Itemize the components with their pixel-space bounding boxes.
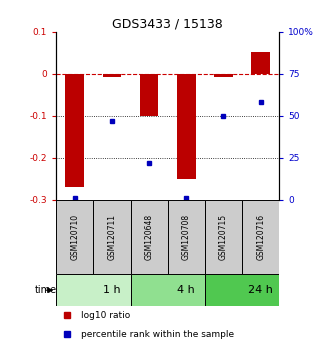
Bar (131, 274, 205, 306)
Bar (205, 200, 242, 274)
Bar (56, 274, 131, 306)
Bar (103, 74, 121, 77)
Text: GSM120710: GSM120710 (70, 214, 79, 260)
Bar (93, 200, 131, 274)
Bar (65, 74, 84, 187)
Text: GSM120715: GSM120715 (219, 214, 228, 260)
Text: log10 ratio: log10 ratio (81, 311, 130, 320)
Bar (214, 74, 233, 77)
Text: 24 h: 24 h (248, 285, 273, 295)
Text: percentile rank within the sample: percentile rank within the sample (81, 330, 234, 338)
Title: GDS3433 / 15138: GDS3433 / 15138 (112, 18, 223, 31)
Text: GSM120648: GSM120648 (145, 214, 154, 260)
Bar (205, 274, 279, 306)
Text: 4 h: 4 h (178, 285, 195, 295)
Text: 1 h: 1 h (103, 285, 121, 295)
Bar (56, 200, 93, 274)
Text: GSM120708: GSM120708 (182, 214, 191, 260)
Bar (131, 200, 168, 274)
Text: GSM120711: GSM120711 (108, 214, 117, 260)
Text: GSM120716: GSM120716 (256, 214, 265, 260)
Bar (251, 52, 270, 74)
Bar (177, 74, 195, 179)
Text: time: time (35, 285, 57, 295)
Bar (140, 74, 159, 116)
Bar (242, 200, 279, 274)
Bar (168, 200, 205, 274)
